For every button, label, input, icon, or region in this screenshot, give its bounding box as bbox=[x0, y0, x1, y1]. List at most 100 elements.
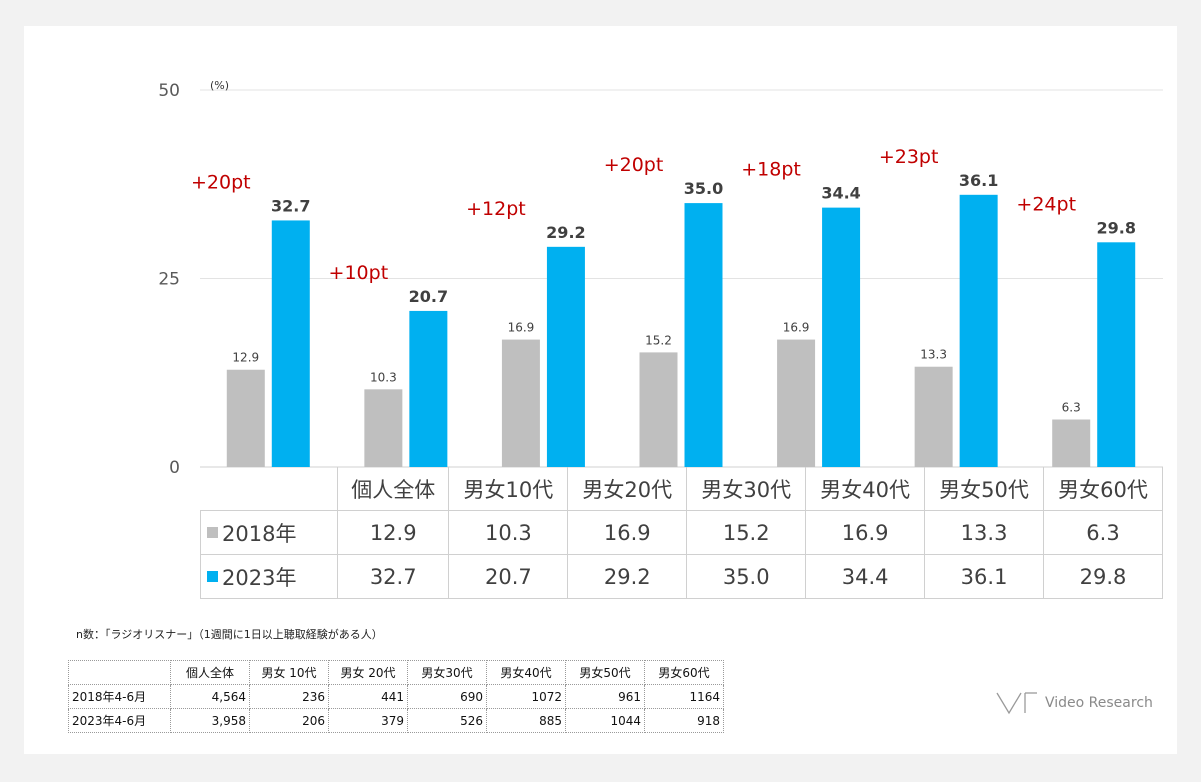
y-tick-label: 25 bbox=[158, 270, 180, 290]
table-cell: 32.7 bbox=[336, 554, 450, 599]
n-header-cell bbox=[68, 660, 171, 685]
table-cell: 12.9 bbox=[336, 510, 450, 555]
n-header-cell: 男女 10代 bbox=[249, 660, 329, 685]
table-cell: 34.4 bbox=[805, 554, 926, 599]
legend-label-2018: 2018年 bbox=[222, 521, 297, 546]
category-label: 男女30代 bbox=[686, 467, 807, 511]
bar-2018 bbox=[226, 369, 265, 467]
n-header-cell: 男女40代 bbox=[486, 660, 566, 685]
sample-size-table: 個人全体 男女 10代 男女 20代 男女30代 男女40代 男女50代 男女6… bbox=[68, 660, 724, 733]
table-cell: 29.2 bbox=[567, 554, 688, 599]
legend-swatch-2018 bbox=[207, 527, 218, 538]
table-cell: 16.9 bbox=[805, 510, 926, 555]
table-cell: 16.9 bbox=[567, 510, 688, 555]
diff-annotation: +23pt bbox=[879, 146, 939, 168]
legend-label-2023: 2023年 bbox=[222, 565, 297, 590]
diff-annotation: +24pt bbox=[1016, 193, 1076, 215]
bar-2018 bbox=[777, 339, 816, 467]
n-cell: 4,564 bbox=[170, 684, 250, 709]
table-cell: 29.8 bbox=[1043, 554, 1163, 599]
chart-card: 0 25 50 12.9 32.7 +20pt 10.3 20.7 +10pt 16.9 29.2 +… bbox=[24, 26, 1177, 754]
unit-label: (%) bbox=[210, 79, 230, 92]
table-cell: 36.1 bbox=[924, 554, 1045, 599]
n-cell: 1044 bbox=[565, 708, 645, 733]
bar-2018 bbox=[914, 366, 953, 467]
y-tick-label: 50 bbox=[158, 81, 180, 101]
data-table-corner bbox=[200, 467, 338, 511]
category-label: 男女50代 bbox=[924, 467, 1045, 511]
data-label-2018: 16.9 bbox=[508, 321, 535, 335]
data-label-2023: 32.7 bbox=[271, 196, 310, 215]
legend-2018: 2018年 bbox=[200, 510, 338, 555]
n-cell: 206 bbox=[249, 708, 329, 733]
n-cell: 526 bbox=[407, 708, 487, 733]
logo-mark-icon bbox=[996, 692, 1037, 715]
n-cell: 1072 bbox=[486, 684, 566, 709]
n-header-cell: 男女50代 bbox=[565, 660, 645, 685]
bar-2023 bbox=[959, 194, 998, 467]
data-table: 個人全体 男女10代 男女20代 男女30代 男女40代 男女50代 男女60代… bbox=[200, 467, 1163, 599]
data-label-2023: 34.4 bbox=[821, 184, 860, 203]
n-table-row: 2023年4-6月 3,958 206 379 526 885 1044 918 bbox=[68, 708, 724, 733]
diff-annotation: +10pt bbox=[329, 262, 389, 284]
table-cell: 15.2 bbox=[686, 510, 807, 555]
n-table-header: 個人全体 男女 10代 男女 20代 男女30代 男女40代 男女50代 男女6… bbox=[68, 660, 724, 685]
table-cell: 20.7 bbox=[448, 554, 569, 599]
category-label: 個人全体 bbox=[336, 467, 450, 511]
category-label: 男女60代 bbox=[1043, 467, 1163, 511]
bar-2023 bbox=[409, 310, 448, 467]
n-cell: 379 bbox=[328, 708, 408, 733]
n-cell: 690 bbox=[407, 684, 487, 709]
category-label: 男女10代 bbox=[448, 467, 569, 511]
data-label-2023: 20.7 bbox=[409, 287, 448, 306]
n-cell: 961 bbox=[565, 684, 645, 709]
data-label-2018: 15.2 bbox=[645, 333, 672, 347]
n-row-label: 2018年4-6月 bbox=[68, 684, 171, 709]
data-label-2018: 13.3 bbox=[920, 348, 947, 362]
n-cell: 885 bbox=[486, 708, 566, 733]
video-research-logo: Video Research bbox=[995, 690, 1153, 716]
data-label-2023: 35.0 bbox=[684, 179, 723, 198]
n-cell: 3,958 bbox=[170, 708, 250, 733]
data-table-header-row: 個人全体 男女10代 男女20代 男女30代 男女40代 男女50代 男女60代 bbox=[200, 467, 1163, 511]
n-cell: 236 bbox=[249, 684, 329, 709]
table-cell: 10.3 bbox=[448, 510, 569, 555]
category-label: 男女40代 bbox=[805, 467, 926, 511]
n-header-cell: 男女30代 bbox=[407, 660, 487, 685]
bar-2023 bbox=[684, 203, 723, 467]
bar-2018 bbox=[1052, 419, 1091, 467]
bar-2018 bbox=[501, 339, 540, 467]
data-label-2018: 16.9 bbox=[783, 321, 810, 335]
n-cell: 441 bbox=[328, 684, 408, 709]
table-cell: 13.3 bbox=[924, 510, 1045, 555]
data-label-2018: 12.9 bbox=[232, 351, 259, 365]
bar-2023 bbox=[271, 220, 310, 467]
bar-2018 bbox=[364, 389, 403, 467]
data-label-2023: 29.8 bbox=[1096, 218, 1135, 237]
data-table-row-2023: 2023年 32.7 20.7 29.2 35.0 34.4 36.1 29.8 bbox=[200, 554, 1163, 599]
n-cell: 918 bbox=[644, 708, 724, 733]
data-label-2023: 29.2 bbox=[546, 223, 585, 242]
bar-2023 bbox=[1097, 242, 1136, 467]
diff-annotation: +18pt bbox=[741, 159, 801, 181]
bar-2018 bbox=[639, 352, 678, 467]
bar-2023 bbox=[822, 207, 861, 467]
table-cell: 6.3 bbox=[1043, 510, 1163, 555]
data-label-2018: 10.3 bbox=[370, 370, 397, 384]
n-row-label: 2023年4-6月 bbox=[68, 708, 171, 733]
diff-annotation: +20pt bbox=[191, 171, 251, 193]
n-header-cell: 男女60代 bbox=[644, 660, 724, 685]
data-label-2023: 36.1 bbox=[959, 171, 998, 190]
table-cell: 35.0 bbox=[686, 554, 807, 599]
logo-text: Video Research bbox=[1045, 695, 1153, 711]
data-table-row-2018: 2018年 12.9 10.3 16.9 15.2 16.9 13.3 6.3 bbox=[200, 510, 1163, 555]
n-header-cell: 個人全体 bbox=[170, 660, 250, 685]
n-header-cell: 男女 20代 bbox=[328, 660, 408, 685]
bar-2023 bbox=[546, 246, 585, 467]
sample-note: n数：「ラジオリスナー」（1週間に1日以上聴取経験がある人） bbox=[76, 628, 383, 641]
category-label: 男女20代 bbox=[567, 467, 688, 511]
diff-annotation: +12pt bbox=[466, 198, 526, 220]
bar-chart: 0 25 50 12.9 32.7 +20pt 10.3 20.7 +10pt 16.9 29.2 +… bbox=[158, 81, 1163, 478]
legend-swatch-2023 bbox=[207, 571, 218, 582]
y-tick-label: 0 bbox=[169, 458, 180, 478]
